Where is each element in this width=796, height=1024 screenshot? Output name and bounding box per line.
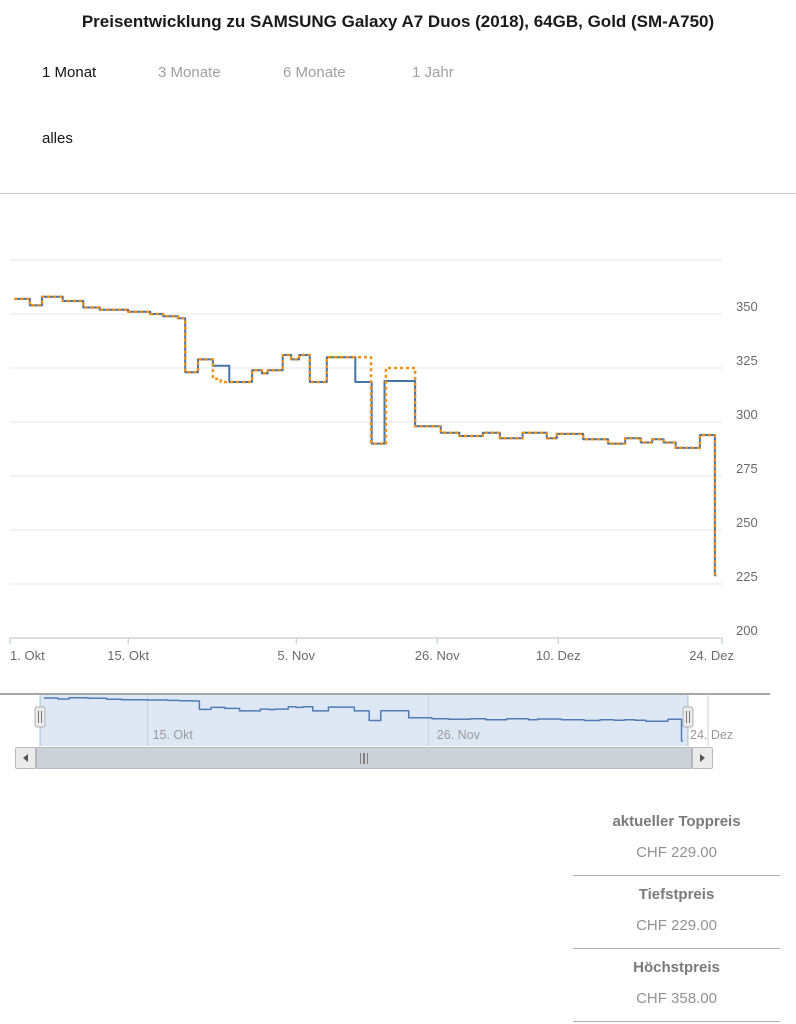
main-chart: 350 325 300 275 250 225 200 1. Okt 15. Okt 5. Nov… — [9, 259, 758, 663]
navigator-date-label: 24. Dez — [690, 728, 733, 742]
grip-icon — [363, 752, 365, 764]
x-axis-label: 5. Nov — [277, 648, 315, 663]
y-axis-label: 300 — [736, 407, 758, 422]
arrow-left-icon — [23, 754, 28, 762]
scrollbar-left-button[interactable] — [15, 747, 36, 769]
scrollbar-thumb[interactable] — [36, 747, 692, 769]
price-line-blue — [14, 295, 717, 577]
grip-icon — [359, 752, 362, 764]
x-axis-label: 10. Dez — [536, 648, 581, 663]
navigator-handle-left[interactable] — [34, 706, 46, 728]
summary-item-tiefstpreis: Tiefstpreis CHF 229.00 — [573, 876, 780, 949]
range-button-alles[interactable]: alles — [42, 130, 73, 147]
page-title: Preisentwicklung zu SAMSUNG Galaxy A7 Du… — [81, 12, 715, 31]
y-axis-label: 200 — [736, 623, 758, 638]
summary-label: Höchstpreis — [633, 959, 720, 976]
y-axis-label: 275 — [736, 461, 758, 476]
price-line-orange — [14, 295, 717, 577]
y-axis-label: 350 — [736, 299, 758, 314]
y-axis-label: 325 — [736, 353, 758, 368]
scrollbar-right-button[interactable] — [692, 747, 713, 769]
summary-value: CHF 229.00 — [636, 917, 717, 934]
range-button-1-monat[interactable]: 1 Monat — [42, 64, 97, 81]
navigator-scrollbar[interactable] — [15, 747, 713, 769]
navigator-date-label: 26. Nov — [437, 728, 481, 742]
summary-value: CHF 358.00 — [636, 990, 717, 1007]
navigator-handle-right[interactable] — [682, 706, 694, 728]
chart-top-divider — [0, 193, 796, 194]
x-axis-label: 1. Okt — [10, 648, 45, 663]
grip-icon — [366, 752, 369, 764]
summary-item-hoechstpreis: Höchstpreis CHF 358.00 — [573, 949, 780, 1022]
summary-label: Tiefstpreis — [638, 886, 715, 903]
range-button-3-monate[interactable]: 3 Monate — [158, 64, 221, 81]
x-axis-label: 15. Okt — [107, 648, 149, 663]
range-button-1-jahr[interactable]: 1 Jahr — [412, 64, 454, 81]
x-axis-label: 24. Dez — [689, 648, 734, 663]
navigator-line — [43, 696, 683, 742]
x-axis-label: 26. Nov — [415, 648, 460, 663]
navigator-chart: 15. Okt 26. Nov 24. Dez — [0, 693, 770, 746]
y-axis-label: 250 — [736, 515, 758, 530]
navigator-date-label: 15. Okt — [153, 728, 194, 742]
arrow-right-icon — [700, 754, 705, 762]
price-summary: aktueller Toppreis CHF 229.00 Tiefstprei… — [573, 803, 780, 1022]
summary-item-toppreis: aktueller Toppreis CHF 229.00 — [573, 803, 780, 876]
summary-value: CHF 229.00 — [636, 844, 717, 861]
summary-label: aktueller Toppreis — [612, 813, 741, 830]
range-button-6-monate[interactable]: 6 Monate — [283, 64, 346, 81]
y-axis-label: 225 — [736, 569, 758, 584]
